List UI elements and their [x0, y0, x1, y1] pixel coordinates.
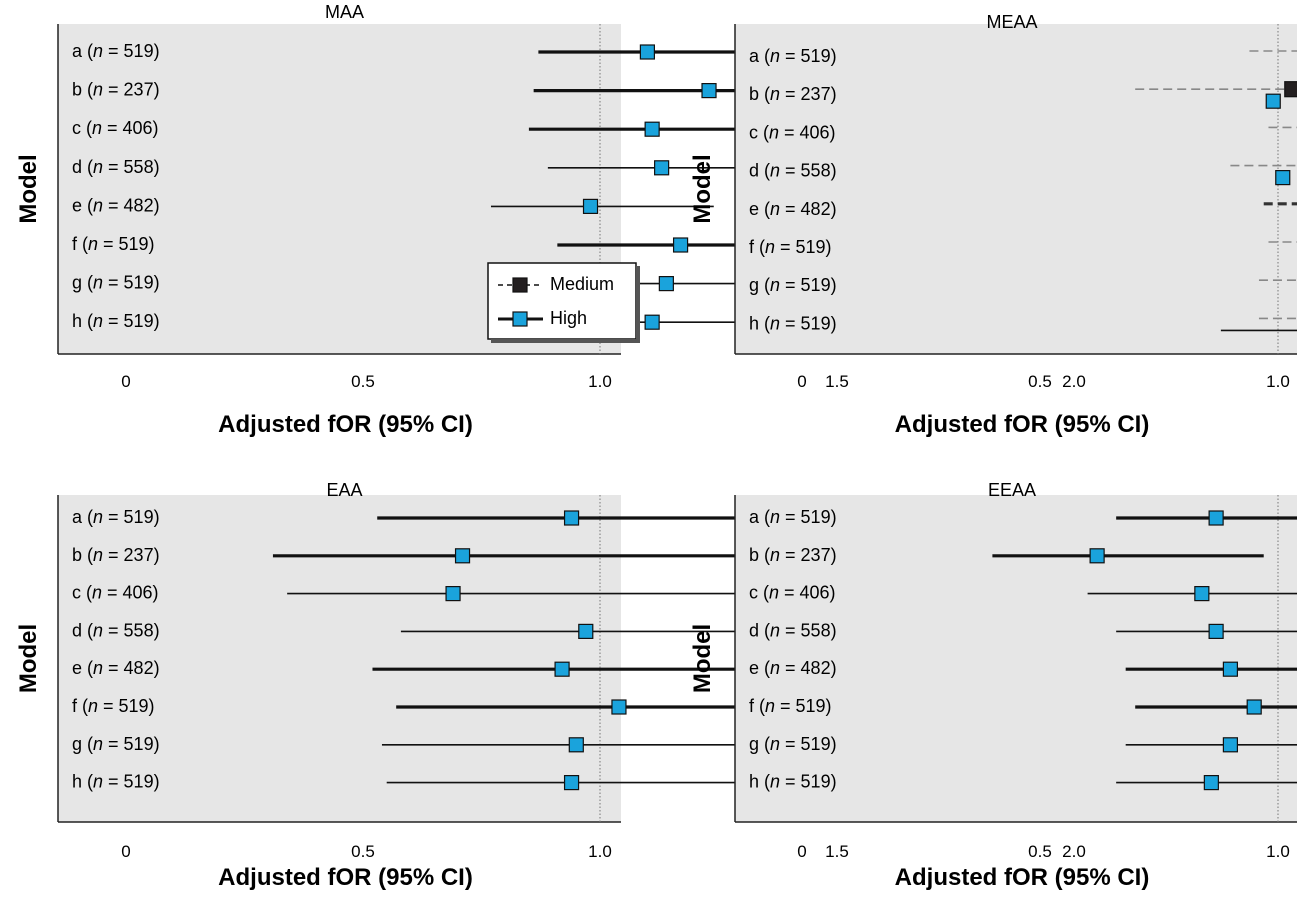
legend-label: Medium	[550, 274, 614, 294]
row-label: c (n = 406)	[72, 582, 159, 602]
high-marker	[578, 623, 594, 640]
row-label: h (n = 519)	[72, 771, 160, 791]
y-axis-label: Model	[15, 154, 42, 223]
row-label: g (n = 519)	[749, 275, 837, 295]
x-tick-label: 0	[797, 842, 806, 861]
plot-area	[735, 24, 1297, 354]
high-marker	[1222, 737, 1239, 753]
y-axis-label: Model	[689, 624, 716, 693]
x-tick-label: 0.5	[351, 842, 375, 861]
row-label: b (n = 237)	[72, 545, 160, 565]
high-marker	[1203, 774, 1219, 791]
high-marker	[1208, 510, 1224, 526]
x-tick-label: 2.0	[1062, 372, 1086, 391]
x-tick-label: 1.0	[588, 842, 612, 861]
row-label: e (n = 482)	[749, 199, 837, 219]
row-label: e (n = 482)	[72, 658, 160, 678]
high-marker	[1208, 623, 1224, 640]
x-tick-label: 1.0	[1266, 842, 1290, 861]
medium-marker	[1284, 81, 1297, 98]
row-label: f (n = 519)	[72, 234, 155, 254]
row-label: g (n = 519)	[72, 272, 160, 292]
x-tick-label: 0	[797, 372, 806, 391]
x-tick-label: 0	[121, 372, 130, 391]
row-label: d (n = 558)	[72, 157, 160, 177]
legend-label: High	[550, 308, 587, 328]
high-marker	[639, 44, 656, 60]
high-marker	[701, 82, 717, 99]
row-label: d (n = 558)	[749, 160, 837, 180]
legend-shadow	[491, 339, 639, 343]
row-label: c (n = 406)	[72, 118, 159, 138]
plot-area	[735, 495, 1297, 822]
high-marker	[658, 276, 674, 292]
y-axis-label: Model	[15, 624, 42, 693]
row-label: a (n = 519)	[749, 46, 837, 66]
x-axis-label: Adjusted fOR (95% CI)	[218, 411, 473, 438]
high-marker	[454, 548, 471, 564]
high-marker	[1222, 661, 1239, 677]
row-label: f (n = 519)	[72, 696, 155, 716]
plot-area	[58, 495, 621, 822]
legend-shadow	[636, 266, 640, 343]
x-axis-label: Adjusted fOR (95% CI)	[895, 864, 1150, 891]
high-marker	[554, 661, 570, 677]
row-label: d (n = 558)	[72, 620, 160, 640]
x-tick-label: 1.0	[1266, 372, 1290, 391]
high-marker	[568, 737, 584, 753]
row-label: e (n = 482)	[749, 658, 837, 678]
row-label: c (n = 406)	[749, 122, 836, 142]
row-label: f (n = 519)	[749, 237, 832, 257]
row-label: a (n = 519)	[72, 507, 160, 527]
high-marker	[1089, 548, 1105, 564]
panel-title: EAA	[326, 480, 362, 500]
row-label: d (n = 558)	[749, 620, 837, 640]
row-label: h (n = 519)	[749, 771, 837, 791]
x-tick-label: 0.5	[1028, 372, 1052, 391]
high-marker	[672, 237, 689, 253]
panel-title: MAA	[325, 2, 364, 22]
row-label: e (n = 482)	[72, 195, 160, 215]
x-tick-label: 2.0	[1062, 842, 1086, 861]
high-marker	[1265, 93, 1281, 109]
high-marker	[644, 314, 660, 330]
panel-title: EEAA	[988, 480, 1036, 500]
panel-title: MEAA	[986, 12, 1037, 32]
row-label: f (n = 519)	[749, 696, 832, 716]
x-tick-label: 0.5	[1028, 842, 1052, 861]
x-tick-label: 1.5	[825, 372, 849, 391]
high-marker	[1194, 585, 1210, 602]
high-marker	[563, 510, 580, 526]
high-marker	[644, 121, 660, 137]
x-tick-label: 0	[121, 842, 130, 861]
row-label: g (n = 519)	[749, 734, 837, 754]
x-axis-label: Adjusted fOR (95% CI)	[218, 864, 473, 891]
row-label: c (n = 406)	[749, 582, 836, 602]
x-tick-label: 1.0	[588, 372, 612, 391]
high-marker	[563, 774, 580, 791]
high-marker	[1246, 699, 1262, 715]
row-label: h (n = 519)	[749, 313, 837, 333]
legend-medium-marker	[512, 277, 528, 293]
row-label: b (n = 237)	[749, 84, 837, 104]
y-axis-label: Model	[689, 154, 716, 223]
row-label: b (n = 237)	[72, 79, 160, 99]
x-tick-label: 1.5	[825, 842, 849, 861]
x-axis-label: Adjusted fOR (95% CI)	[895, 411, 1150, 438]
legend-high-marker	[512, 311, 528, 327]
row-label: g (n = 519)	[72, 734, 160, 754]
high-marker	[1275, 170, 1291, 186]
high-marker	[611, 699, 627, 715]
x-tick-label: 0.5	[351, 372, 375, 391]
high-marker	[654, 160, 670, 176]
row-label: h (n = 519)	[72, 311, 160, 331]
row-label: a (n = 519)	[749, 507, 837, 527]
row-label: b (n = 237)	[749, 545, 837, 565]
row-label: a (n = 519)	[72, 41, 160, 61]
high-marker	[445, 585, 461, 602]
high-marker	[582, 198, 599, 214]
